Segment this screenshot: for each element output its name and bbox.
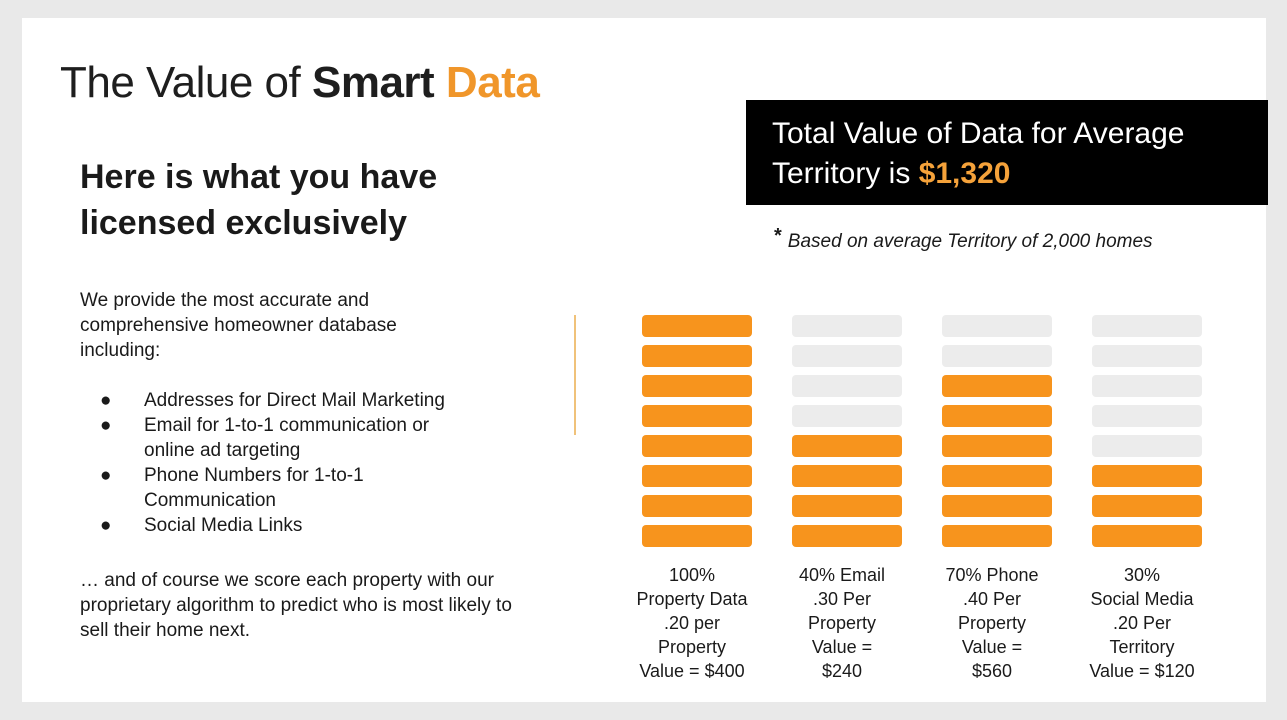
- bar-segment-filled: [942, 435, 1052, 457]
- bar-segment-filled: [1092, 495, 1202, 517]
- title-part-bold: Smart: [311, 58, 435, 107]
- total-value-box: Total Value of Data for Average Territor…: [746, 100, 1268, 205]
- bar-label: 30% Social Media .20 Per Territory Value = $…: [1089, 565, 1195, 681]
- bullet-icon: ●: [100, 415, 112, 436]
- bar-segment-filled: [942, 405, 1052, 427]
- list-item-text: Social Media Links: [144, 515, 303, 536]
- bar-segment-filled: [642, 525, 752, 547]
- bar-segment-empty: [792, 375, 902, 397]
- bar-segment-empty: [942, 315, 1052, 337]
- bar-label: 40% Email .30 Per Property Value = $240: [798, 565, 886, 681]
- bar-segment-empty: [942, 345, 1052, 367]
- bar-segment-filled: [792, 495, 902, 517]
- bar-column: [792, 315, 902, 555]
- title-part-plain: The Value of: [60, 58, 312, 107]
- bar-column: [642, 315, 752, 555]
- bar-segment-empty: [1092, 315, 1202, 337]
- bar-segment-filled: [642, 405, 752, 427]
- outro-text: … and of course we score each property w…: [80, 570, 512, 641]
- footnote-text: Based on average Territory of 2,000 home…: [787, 231, 1153, 252]
- bar-segment-filled: [792, 525, 902, 547]
- bullet-icon: ●: [100, 390, 112, 411]
- bar-segment-filled: [1092, 525, 1202, 547]
- bar-segment-filled: [642, 495, 752, 517]
- total-value-amount: $1,320: [918, 157, 1011, 190]
- bar-segment-filled: [942, 525, 1052, 547]
- list-item: ● Social Media Links: [100, 513, 470, 538]
- bar-segment-empty: [792, 405, 902, 427]
- bullet-icon: ●: [100, 515, 112, 536]
- bar-segment-filled: [642, 465, 752, 487]
- footnote: * Based on average Territory of 2,000 hom…: [774, 225, 1153, 253]
- bar-column: [942, 315, 1052, 555]
- bar-segment-empty: [792, 315, 902, 337]
- bar-column: [1092, 315, 1202, 555]
- bar-segment-empty: [1092, 345, 1202, 367]
- bar-segment-empty: [1092, 435, 1202, 457]
- bar-segment-filled: [642, 315, 752, 337]
- bar-segment-filled: [942, 495, 1052, 517]
- list-item: ● Email for 1-to-1 communication or onlin…: [100, 413, 470, 463]
- bar-segment-filled: [942, 465, 1052, 487]
- list-item: ● Addresses for Direct Mail Marketing: [100, 388, 470, 413]
- intro-text: We provide the most accurate and compreh…: [80, 290, 397, 361]
- bar-segment-filled: [642, 345, 752, 367]
- feature-list: ● Addresses for Direct Mail Marketing ● Em…: [100, 388, 470, 538]
- bullet-icon: ●: [100, 465, 112, 486]
- bar-segment-empty: [1092, 375, 1202, 397]
- list-item-text: Email for 1-to-1 communication or online…: [144, 415, 430, 461]
- bar-segment-filled: [642, 375, 752, 397]
- list-item-text: Addresses for Direct Mail Marketing: [144, 390, 445, 411]
- slide: The Value of Smart Data Here is what you…: [22, 18, 1268, 702]
- total-value-label: Total Value of Data for Average Territor…: [772, 117, 1185, 190]
- asterisk-icon: *: [774, 225, 782, 247]
- bar-segment-filled: [942, 375, 1052, 397]
- subheading: Here is what you have licensed exclusive…: [80, 158, 438, 242]
- slide-title: The Value of Smart Data: [60, 58, 540, 108]
- bar-segment-empty: [1092, 405, 1202, 427]
- bar-label: 70% Phone .40 Per Property Value = $560: [945, 565, 1039, 681]
- bar-segment-filled: [792, 465, 902, 487]
- list-item: ● Phone Numbers for 1-to-1 Communication: [100, 463, 470, 513]
- vertical-divider: [574, 315, 576, 435]
- list-item-text: Phone Numbers for 1-to-1 Communication: [144, 465, 364, 511]
- bar-label: 100% Property Data .20 per Property Value = …: [636, 565, 748, 681]
- bar-segment-filled: [1092, 465, 1202, 487]
- title-part-accent: Data: [445, 58, 540, 107]
- bar-segment-empty: [792, 345, 902, 367]
- bar-segment-filled: [642, 435, 752, 457]
- bar-segment-filled: [792, 435, 902, 457]
